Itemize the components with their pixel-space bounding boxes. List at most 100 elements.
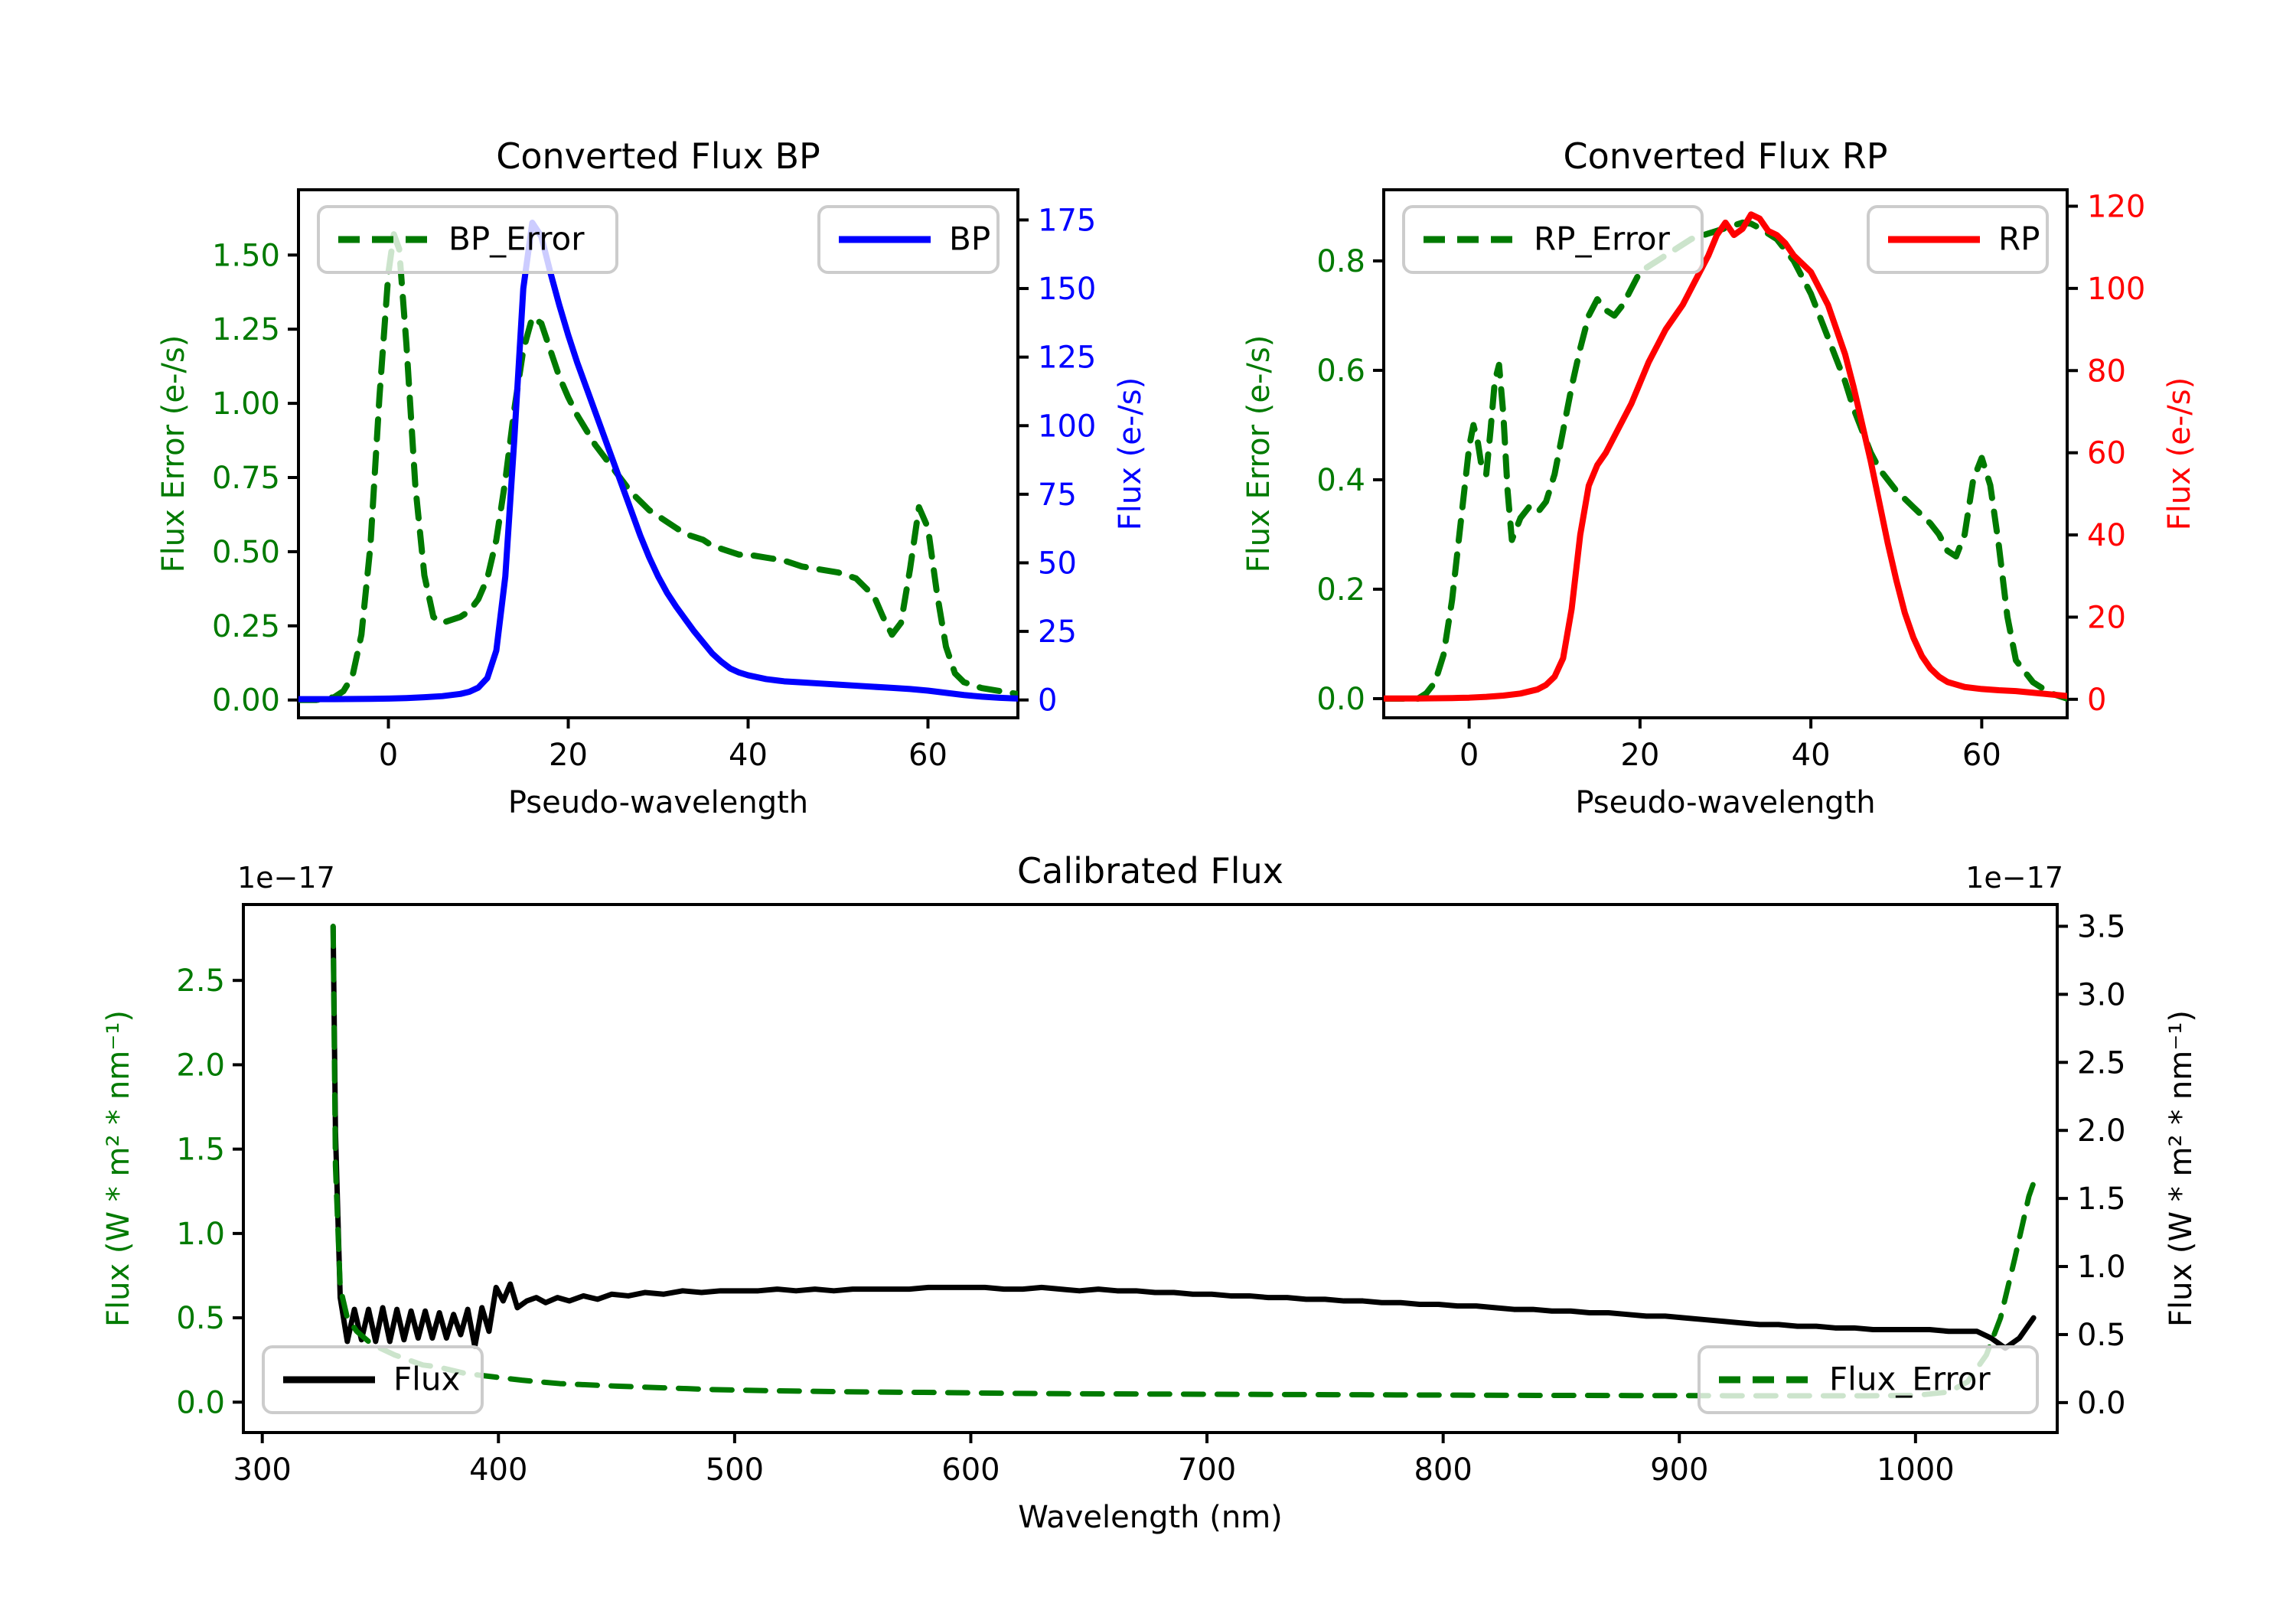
calibrated_panel-xtick-label: 300 xyxy=(233,1452,292,1488)
calibrated_panel-legend-box xyxy=(1698,1345,2039,1414)
calibrated_panel-y2tick-label: 3.0 xyxy=(2077,977,2126,1012)
calibrated_panel-ylabel: Flux (W * m² * nm⁻¹) xyxy=(101,1010,136,1327)
bp_panel-legend-bp_error: BP_Error xyxy=(317,205,618,274)
calibrated_panel-y2label: Flux (W * m² * nm⁻¹) xyxy=(2164,1010,2199,1327)
calibrated_panel-xtick-label: 400 xyxy=(469,1452,527,1488)
rp_panel-legend-rp_error: RP_Error xyxy=(1402,205,1704,274)
bp_panel-ytick-label: 1.25 xyxy=(212,312,280,347)
calibrated_panel-legend-label: Flux_Error xyxy=(1829,1361,1991,1398)
calibrated_panel-right-exponent: 1e−17 xyxy=(1965,861,2063,895)
bp_panel-xtick-label: 20 xyxy=(549,738,588,773)
bp_panel-ytick-label: 1.50 xyxy=(212,238,280,273)
bp_panel-series-group xyxy=(298,220,1018,703)
rp_panel-y2tick-label: 60 xyxy=(2087,436,2126,471)
calibrated_panel-xtick-label: 600 xyxy=(941,1452,1000,1488)
bp_panel-y2tick-label: 50 xyxy=(1038,546,1077,581)
bp_panel-ytick-label: 1.00 xyxy=(212,386,280,422)
calibrated_panel-y2tick-label: 2.5 xyxy=(2077,1045,2126,1081)
bp_panel-ytick-label: 0.00 xyxy=(212,683,280,719)
calibrated_panel-y2tick-label: 0.0 xyxy=(2077,1386,2126,1421)
calibrated_panel-series-group xyxy=(330,924,2037,1399)
rp_panel-ytick-label: 0.2 xyxy=(1316,572,1365,608)
bp_panel-y2tick-label: 100 xyxy=(1038,409,1096,444)
rp_panel-xtick-label: 60 xyxy=(1962,738,2001,773)
rp_panel-ytick-label: 0.6 xyxy=(1316,354,1365,389)
rp_panel-y2tick-label: 40 xyxy=(2087,518,2126,553)
calibrated_panel-xtick-label: 500 xyxy=(706,1452,764,1488)
calibrated_panel-y2tick-label: 3.5 xyxy=(2077,909,2126,944)
calibrated_panel-legend-flux_error: Flux_Error xyxy=(1698,1345,2039,1414)
rp_panel-legend-box xyxy=(1402,205,1704,274)
rp_panel: Converted Flux RP 0 20 40 60 Pseudo-wavelengt… xyxy=(1241,135,2197,820)
bp_panel-xtick-label: 0 xyxy=(379,738,398,773)
bp_panel-spines xyxy=(297,188,1019,719)
calibrated_panel-ytick-label: 2.5 xyxy=(176,963,225,999)
bp_panel-legend-box xyxy=(317,205,618,274)
rp_panel-legend-label: RP xyxy=(1998,220,2040,258)
calibrated_panel-series-flux xyxy=(330,924,2037,1351)
rp_panel-ytick-label: 0.8 xyxy=(1316,244,1365,279)
bp_panel-ylabel: Flux Error (e-/s) xyxy=(156,335,191,573)
rp_panel-ylabel: Flux Error (e-/s) xyxy=(1241,335,1277,573)
calibrated_panel: Calibrated Flux 1e−17 1e−17 300 400 500 600 700… xyxy=(101,850,2199,1535)
rp_panel-ytick-label: 0.4 xyxy=(1316,463,1365,498)
rp_panel-xlabel: Pseudo-wavelength xyxy=(1575,785,1875,820)
bp_panel-y2tick-label: 175 xyxy=(1038,203,1096,238)
bp_panel-y2label: Flux (e-/s) xyxy=(1113,377,1148,530)
bp_panel-title: Converted Flux BP xyxy=(496,135,820,177)
bp_panel-y2tick-label: 150 xyxy=(1038,272,1096,307)
calibrated_panel-legend-flux: Flux xyxy=(262,1345,484,1414)
calibrated_panel-spines xyxy=(242,903,2059,1434)
calibrated_panel-xtick-label: 1000 xyxy=(1877,1452,1955,1488)
rp_panel-xtick-label: 40 xyxy=(1792,738,1831,773)
calibrated_panel-left-exponent: 1e−17 xyxy=(237,861,335,895)
bp_panel-xtick-label: 60 xyxy=(908,738,947,773)
bp_panel-y2tick-label: 25 xyxy=(1038,614,1077,650)
calibrated_panel-y2tick-label: 2.0 xyxy=(2077,1113,2126,1149)
calibrated_panel-xlabel: Wavelength (nm) xyxy=(1018,1500,1283,1535)
calibrated_panel-y2tick-label: 0.5 xyxy=(2077,1318,2126,1353)
calibrated_panel-ytick-label: 0.0 xyxy=(176,1385,225,1420)
bp_panel-legend-label: BP xyxy=(949,220,990,258)
calibrated_panel-y2tick-label: 1.5 xyxy=(2077,1182,2126,1217)
calibrated_panel-plot-area xyxy=(243,905,2057,1433)
calibrated_panel-ytick-label: 2.0 xyxy=(176,1048,225,1083)
bp_panel-xtick-label: 40 xyxy=(729,738,768,773)
rp_panel-y2tick-label: 0 xyxy=(2087,683,2106,718)
bp_panel-y2tick-label: 0 xyxy=(1038,683,1057,719)
bp_panel-xlabel: Pseudo-wavelength xyxy=(508,785,808,820)
calibrated_panel-y2tick-label: 1.0 xyxy=(2077,1250,2126,1285)
rp_panel-y2tick-label: 100 xyxy=(2087,272,2145,307)
rp_panel-legend-label: RP_Error xyxy=(1534,220,1671,258)
calibrated_panel-xtick-label: 800 xyxy=(1414,1452,1472,1488)
bp_panel: Converted Flux BP 0 20 40 60 Pseudo-wavelengt… xyxy=(156,135,1148,820)
calibrated_panel-ytick-label: 0.5 xyxy=(176,1301,225,1336)
rp_panel-xtick-label: 0 xyxy=(1459,738,1479,773)
rp_panel-y2tick-label: 20 xyxy=(2087,600,2126,635)
bp_panel-legend-bp: BP xyxy=(817,205,1000,274)
calibrated_panel-xtick-label: 700 xyxy=(1178,1452,1236,1488)
rp_panel-y2tick-label: 120 xyxy=(2087,189,2145,224)
rp_panel-y2tick-label: 80 xyxy=(2087,354,2126,389)
bp_panel-ytick-label: 0.75 xyxy=(212,461,280,496)
calibrated_panel-series-flux_error xyxy=(330,924,2037,1399)
bp_panel-legend-label: BP_Error xyxy=(448,220,585,258)
calibrated_panel-legend-label: Flux xyxy=(393,1361,460,1398)
bp_panel-y2tick-label: 125 xyxy=(1038,341,1096,376)
rp_panel-ytick-label: 0.0 xyxy=(1316,682,1365,717)
rp_panel-legend-rp: RP xyxy=(1867,205,2049,274)
rp_panel-title: Converted Flux RP xyxy=(1564,135,1888,177)
rp_panel-xtick-label: 20 xyxy=(1620,738,1659,773)
bp_panel-series-bp xyxy=(298,220,1018,702)
bp_panel-ytick-label: 0.25 xyxy=(212,609,280,644)
rp_panel-series-rp xyxy=(1384,211,2067,702)
calibrated_panel-ytick-label: 1.0 xyxy=(176,1217,225,1252)
bp_panel-y2tick-label: 75 xyxy=(1038,478,1077,513)
rp_panel-plot-area xyxy=(1384,190,2067,718)
calibrated_panel-xtick-label: 900 xyxy=(1650,1452,1708,1488)
bp_panel-ytick-label: 0.50 xyxy=(212,535,280,570)
calibrated_panel-ytick-label: 1.5 xyxy=(176,1133,225,1168)
rp_panel-y2label: Flux (e-/s) xyxy=(2162,377,2197,530)
